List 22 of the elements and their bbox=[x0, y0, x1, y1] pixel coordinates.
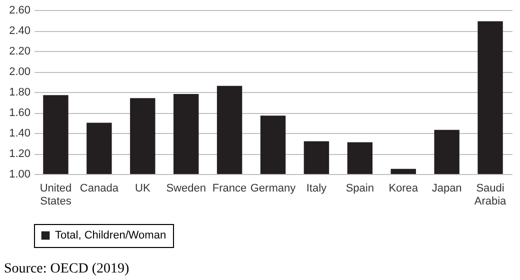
x-tick-label: France bbox=[212, 182, 247, 194]
x-tick-label: Korea bbox=[388, 182, 419, 194]
y-tick-label: 2.40 bbox=[9, 25, 30, 37]
y-tick-label: 1.00 bbox=[9, 168, 30, 180]
legend-label: Total, Children/Woman bbox=[55, 230, 166, 242]
x-tick-label: Sweden bbox=[166, 182, 206, 194]
y-tick-label: 1.20 bbox=[9, 148, 30, 160]
y-tick-label: 1.80 bbox=[9, 86, 30, 98]
x-tick-label: UK bbox=[134, 182, 151, 194]
source-note: Source: OECD (2019) bbox=[4, 262, 130, 276]
y-tick-label: 1.60 bbox=[9, 107, 30, 119]
y-tick-label: 2.60 bbox=[9, 4, 30, 16]
y-tick-label: 2.00 bbox=[9, 66, 30, 78]
x-tick-label: Japan bbox=[432, 182, 462, 194]
x-tick-label: Spain bbox=[346, 182, 374, 194]
x-tick-label: Germany bbox=[250, 182, 296, 194]
x-tick-label: Canada bbox=[80, 182, 120, 194]
y-tick-label: 1.40 bbox=[9, 128, 30, 140]
x-tick-label: Saudi Arabia bbox=[474, 182, 508, 208]
x-tick-label: United States bbox=[40, 182, 72, 208]
y-tick-label: 2.20 bbox=[9, 46, 30, 58]
x-tick-label: Italy bbox=[306, 182, 328, 194]
